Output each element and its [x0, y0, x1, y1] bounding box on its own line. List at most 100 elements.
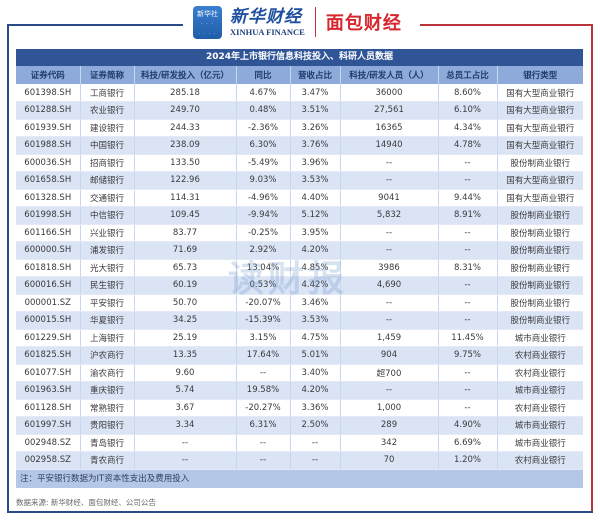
cell-staff-ratio: --: [438, 171, 498, 190]
cell-name: 青农商行: [80, 451, 135, 470]
cell-name: 交通银行: [80, 189, 135, 207]
cell-yoy: 9.03%: [236, 171, 291, 190]
cell-revenue-share: 3.40%: [290, 364, 341, 382]
cell-name: 沪农商行: [80, 346, 135, 365]
cell-code: 601939.SH: [16, 119, 81, 137]
cell-revenue-share: 4.20%: [290, 241, 341, 260]
cell-yoy: -4.96%: [236, 189, 291, 207]
cell-staff-ratio: 8.60%: [438, 84, 498, 102]
cell-revenue-share: 3.46%: [290, 294, 341, 312]
table-row: 600036.SH 招商银行 133.50 -5.49% 3.96% -- -- 股份制商业银…: [16, 154, 583, 172]
table-header-row: 证券代码 证券简称 科技/研发投入（亿元） 同比 营收占比 科技/研发人员（人）…: [16, 66, 583, 84]
cell-revenue-share: --: [290, 451, 341, 470]
table-row: 601398.SH 工商银行 285.18 4.67% 3.47% 36000 8.60% 国…: [16, 84, 583, 102]
data-table-container: 2024年上市银行信息科技投入、科研人员数据 证券代码 证券简称 科技/研发投入…: [16, 49, 583, 488]
cell-staff: 289: [340, 416, 439, 435]
cell-staff: 9041: [340, 189, 439, 207]
cell-staff: 16365: [340, 119, 439, 137]
cell-investment: 133.50: [134, 154, 237, 172]
cell-staff: --: [340, 381, 439, 400]
cell-revenue-share: 3.53%: [290, 171, 341, 190]
cell-staff: 27,561: [340, 101, 439, 120]
cell-staff: 1,459: [340, 329, 439, 347]
cell-staff-ratio: --: [438, 154, 498, 172]
cell-yoy: --: [236, 451, 291, 470]
table-row: 601939.SH 建设银行 244.33 -2.36% 3.26% 16365 4.34%…: [16, 119, 583, 137]
cell-code: 002958.SZ: [16, 451, 81, 470]
cell-staff: 3986: [340, 259, 439, 277]
cell-investment: 13.35: [134, 346, 237, 365]
table-row: 601077.SH 渝农商行 9.60 -- 3.40% 超700 -- 农村商业银行: [16, 364, 583, 382]
frame-left-border: [7, 24, 9, 513]
col-header-staff: 科技/研发人员（人）: [340, 66, 439, 84]
cell-investment: 3.67: [134, 399, 237, 417]
mianbao-finance-logo: 面包财经: [325, 13, 402, 34]
table-row: 601229.SH 上海银行 25.19 3.15% 4.75% 1,459 11.45% 城…: [16, 329, 583, 347]
col-header-name: 证券简称: [80, 66, 135, 84]
cell-yoy: 6.31%: [236, 416, 291, 435]
cell-staff-ratio: --: [438, 294, 498, 312]
cell-staff-ratio: 11.45%: [438, 329, 498, 347]
cell-revenue-share: 4.40%: [290, 189, 341, 207]
cell-name: 贵阳银行: [80, 416, 135, 435]
cell-code: 601328.SH: [16, 189, 81, 207]
xinhua-badge-text: 新华社: [197, 9, 218, 18]
cell-staff: 4,690: [340, 276, 439, 295]
cell-bank-type: 农村商业银行: [497, 451, 583, 470]
col-header-staff-ratio: 总员工占比: [438, 66, 498, 84]
cell-staff: --: [340, 241, 439, 260]
cell-yoy: -20.27%: [236, 399, 291, 417]
cell-investment: 244.33: [134, 119, 237, 137]
cell-investment: 238.09: [134, 136, 237, 155]
cell-staff-ratio: --: [438, 241, 498, 260]
cell-name: 浦发银行: [80, 241, 135, 260]
cell-staff-ratio: 8.91%: [438, 206, 498, 225]
cell-staff-ratio: --: [438, 276, 498, 295]
cell-investment: 83.77: [134, 224, 237, 242]
cell-investment: 5.74: [134, 381, 237, 400]
xinhua-finance-logo: 新华财经 XINHUA FINANCE: [230, 7, 305, 37]
cell-yoy: 2.92%: [236, 241, 291, 260]
table-row: 601825.SH 沪农商行 13.35 17.64% 5.01% 904 9.75% 农村商…: [16, 346, 583, 365]
cell-name: 建设银行: [80, 119, 135, 137]
table-note: 注：平安银行数据为IT资本性支出及费用投入: [16, 469, 583, 488]
cell-staff: --: [340, 154, 439, 172]
cell-yoy: -9.94%: [236, 206, 291, 225]
table-row: 601128.SH 常熟银行 3.67 -20.27% 3.36% 1,000 -- 农村商业…: [16, 399, 583, 417]
cell-revenue-share: 3.96%: [290, 154, 341, 172]
cell-code: 601077.SH: [16, 364, 81, 382]
cell-yoy: 4.67%: [236, 84, 291, 102]
cell-revenue-share: 4.75%: [290, 329, 341, 347]
table-row: 600000.SH 浦发银行 71.69 2.92% 4.20% -- -- 股份制商业银行: [16, 241, 583, 260]
cell-staff-ratio: --: [438, 399, 498, 417]
table-row: 002958.SZ 青农商行 -- -- -- 70 1.20% 农村商业银行: [16, 451, 583, 470]
cell-staff: 342: [340, 434, 439, 452]
col-header-code: 证券代码: [16, 66, 81, 84]
cell-code: 601818.SH: [16, 259, 81, 277]
cell-code: 601398.SH: [16, 84, 81, 102]
cell-bank-type: 国有大型商业银行: [497, 101, 583, 120]
cell-name: 渝农商行: [80, 364, 135, 382]
cell-code: 601128.SH: [16, 399, 81, 417]
cell-yoy: 17.64%: [236, 346, 291, 365]
cell-staff: 14940: [340, 136, 439, 155]
cell-revenue-share: 3.53%: [290, 311, 341, 330]
cell-bank-type: 股份制商业银行: [497, 294, 583, 312]
frame-right-border: [591, 24, 593, 513]
cell-bank-type: 城市商业银行: [497, 381, 583, 400]
col-header-bank-type: 银行类型: [497, 66, 583, 84]
cell-staff: --: [340, 171, 439, 190]
logo-header: 新华社 · · · · · · · 新华财经 XINHUA FINANCE 面包财…: [183, 2, 420, 42]
cell-yoy: -0.25%: [236, 224, 291, 242]
cell-yoy: -15.39%: [236, 311, 291, 330]
xinhua-app-icon: 新华社 · · · · · · ·: [193, 5, 222, 39]
cell-revenue-share: 3.47%: [290, 84, 341, 102]
cell-revenue-share: 3.51%: [290, 101, 341, 120]
cell-revenue-share: 3.36%: [290, 399, 341, 417]
cell-staff-ratio: 9.44%: [438, 189, 498, 207]
cell-yoy: 0.53%: [236, 276, 291, 295]
cell-yoy: 0.48%: [236, 101, 291, 120]
table-body: 601398.SH 工商银行 285.18 4.67% 3.47% 36000 8.60% 国…: [16, 84, 583, 470]
cell-investment: 50.70: [134, 294, 237, 312]
col-header-investment: 科技/研发投入（亿元）: [134, 66, 237, 84]
